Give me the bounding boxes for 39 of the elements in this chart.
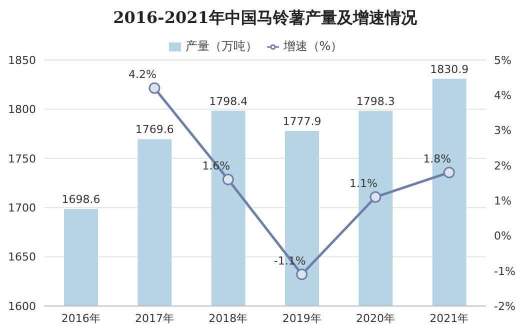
point	[296, 268, 308, 280]
y-tick-label: 1750	[8, 152, 36, 166]
point	[370, 191, 382, 203]
y-tick-label: 1650	[8, 250, 36, 264]
legend-label: 产量（万吨）	[185, 39, 258, 53]
data-label: 1798.4	[209, 94, 248, 108]
data-label: 1769.6	[135, 123, 174, 136]
point	[222, 174, 234, 186]
data-label: -1.1%	[274, 254, 306, 268]
x-tick-label: 2018年	[208, 312, 248, 325]
point	[148, 82, 160, 94]
y2-tick-label: -1%	[494, 264, 516, 278]
y2-tick-label: -2%	[494, 300, 516, 313]
legend-label: 增速（%）	[283, 39, 343, 53]
y2-tick-label: 3%	[494, 124, 512, 138]
data-label: 1777.9	[282, 114, 322, 128]
x-tick-label: 2020年	[356, 312, 395, 325]
data-label: 1.1%	[350, 177, 378, 190]
data-label: 1798.3	[356, 94, 395, 108]
y2-tick-label: 4%	[494, 89, 512, 102]
data-label: 1.8%	[423, 152, 452, 166]
point	[443, 166, 455, 178]
x-tick-label: 2017年	[135, 312, 174, 325]
chart-title: 2016-2021年中国马铃薯产量及增速情况	[112, 7, 418, 29]
data-label: 1830.9	[430, 62, 469, 76]
data-label: 1698.6	[62, 192, 100, 206]
y-tick-label: 1600	[8, 300, 36, 313]
y2-tick-label: 1%	[494, 194, 512, 208]
x-tick-label: 2021年	[430, 312, 469, 325]
y2-tick-label: 2%	[494, 159, 512, 172]
data-label: 1.6%	[202, 159, 230, 172]
x-tick-label: 2019年	[282, 312, 322, 325]
y-tick-label: 1800	[8, 103, 36, 116]
y2-tick-label: 0%	[494, 230, 512, 243]
y-tick-label: 1850	[8, 54, 36, 67]
y-tick-label: 1700	[8, 202, 36, 215]
x-tick-label: 2016年	[61, 312, 100, 325]
y2-tick-label: 5%	[494, 54, 512, 67]
data-label: 4.2%	[128, 68, 156, 82]
